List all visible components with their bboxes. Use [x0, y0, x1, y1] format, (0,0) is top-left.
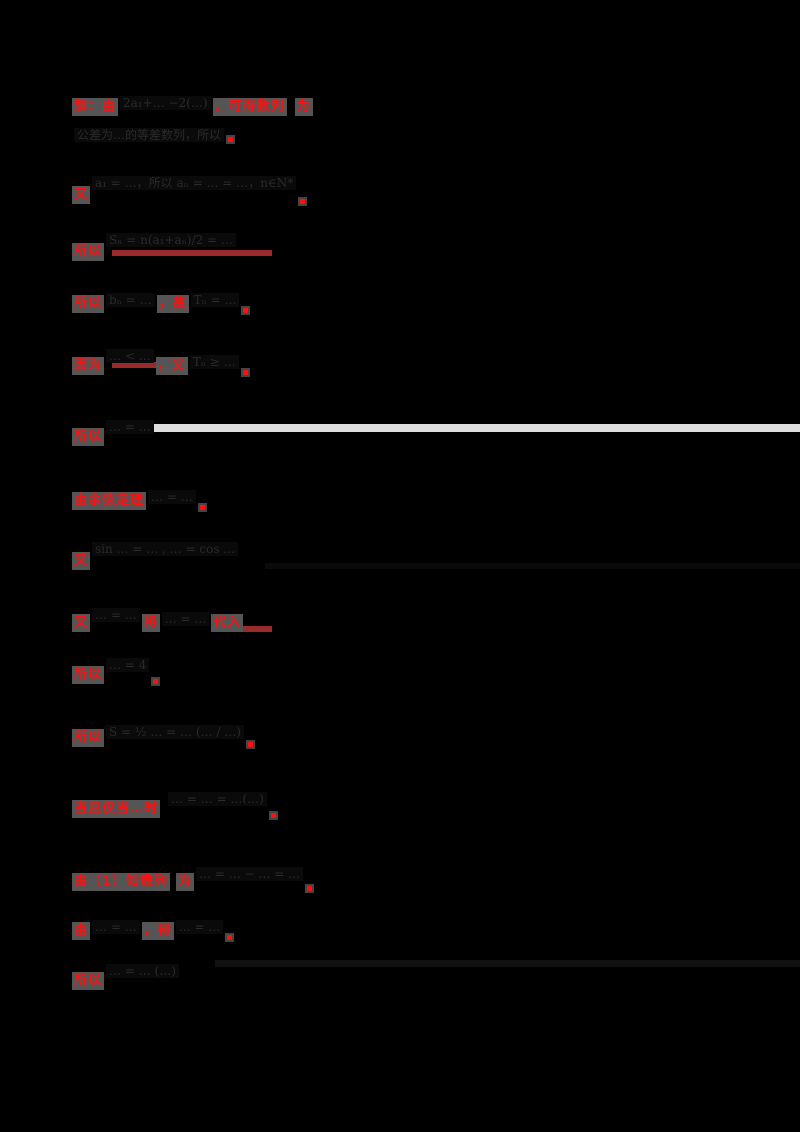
solution-line: 所以 bₙ = … ，故 Tₙ = …: [72, 293, 249, 313]
step-label: 解：由: [72, 98, 119, 116]
solution-line: 所以 … = … (…): [72, 964, 181, 990]
solution-line: 又 sin … = … , … = cos …: [72, 542, 240, 570]
solution-line: 当且仅当…时 … = … = …(…): [72, 792, 276, 818]
math-formula: … = …: [106, 420, 154, 434]
math-formula: bₙ = …: [106, 293, 155, 307]
step-label: 所以: [72, 295, 105, 313]
step-label: ，又: [155, 357, 188, 375]
math-formula: … = 4: [106, 658, 150, 672]
math-formula: … < …: [106, 349, 154, 363]
period-mark: [307, 886, 313, 891]
highlight-underline: [216, 626, 272, 632]
math-formula: a₁ = …，所以 aₙ = … = …，n∈N*: [92, 176, 297, 190]
math-formula: S = ½ … = … (… / …): [106, 725, 244, 739]
solution-line: 所以 … = 4: [72, 658, 159, 684]
solution-line: 又 a₁ = …，所以 aₙ = … = …，n∈N*: [72, 176, 306, 204]
math-formula: Tₙ ≥ …: [189, 355, 239, 369]
math-formula: 2a₁+… −2(…): [120, 96, 211, 110]
math-formula: Tₙ = …: [190, 293, 240, 307]
math-formula: … = …: [92, 920, 140, 934]
step-label: 代入: [211, 614, 244, 632]
step-label: 又: [72, 614, 91, 632]
math-formula: … = …: [175, 920, 224, 934]
step-label: 所以: [72, 428, 105, 446]
step-label: 当且仅当…时: [72, 800, 161, 818]
period-mark: [199, 505, 205, 510]
step-label: 所以: [72, 972, 105, 990]
step-label: ，可得数列: [212, 98, 287, 116]
horizontal-rule-dark: [265, 563, 800, 569]
step-label: 为: [294, 98, 313, 116]
horizontal-rule-dark: [215, 960, 800, 967]
period-mark: [247, 742, 253, 747]
step-label: 所以: [72, 729, 105, 747]
math-formula: … = … = …(…): [168, 792, 267, 806]
step-label: 将: [141, 614, 160, 632]
math-formula: … = …: [92, 608, 140, 622]
math-formula: sin … = … , … = cos …: [92, 542, 239, 556]
comma-mark: [227, 935, 233, 940]
step-label: 为: [176, 873, 195, 891]
period-mark: [270, 813, 276, 818]
math-formula: … = …: [161, 612, 210, 626]
step-label: 由: [72, 922, 91, 940]
step-label: 又: [72, 186, 91, 204]
step-label: ，得: [141, 922, 174, 940]
step-label: 所以: [72, 666, 105, 684]
math-formula: … = … − … = …: [196, 867, 304, 881]
solution-line: 解：由 2a₁+… −2(…) ，可得数列 为: [72, 96, 313, 116]
math-formula: 公差为…的等差数列，所以: [74, 128, 225, 142]
step-label: 又: [72, 552, 91, 570]
period-mark: [243, 308, 249, 313]
solution-line: 公差为…的等差数列，所以: [72, 128, 234, 142]
solution-line: 又 … = … 将 … = … 代入: [72, 608, 244, 632]
solution-line: 所以 … = …: [72, 420, 156, 446]
math-formula: … = …: [148, 490, 196, 504]
solution-line: 因为 … < … ，又 Tₙ ≥ …: [72, 349, 248, 375]
highlight-underline: [112, 362, 176, 368]
step-label: 所以: [72, 243, 105, 261]
step-label: 因为: [72, 357, 105, 375]
highlight-underline: [112, 250, 272, 256]
step-label: 由（1）知数列: [72, 873, 171, 891]
solution-line: 由 … = … ，得 … = …: [72, 920, 233, 940]
period-mark: [242, 370, 248, 375]
period-mark: [153, 679, 159, 684]
horizontal-rule-light: [152, 424, 800, 432]
math-formula: Sₙ = n(a₁+aₙ)/2 = …: [106, 233, 236, 247]
period-mark: [300, 199, 306, 204]
solution-line: 所以 Sₙ = n(a₁+aₙ)/2 = …: [72, 233, 238, 261]
period-mark: [228, 137, 234, 142]
solution-line: 由余弦定理 … = …: [72, 490, 205, 510]
math-formula: … = … (…): [106, 964, 179, 978]
step-label: ，故: [156, 295, 189, 313]
solution-line: 所以 S = ½ … = … (… / …): [72, 725, 253, 747]
step-label: 由余弦定理: [72, 492, 147, 510]
solution-line: 由（1）知数列 为 … = … − … = …: [72, 867, 313, 891]
